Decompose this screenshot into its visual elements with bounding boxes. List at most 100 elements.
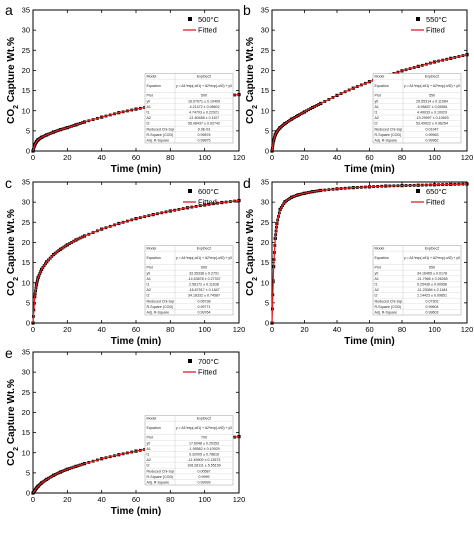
fit-table-key: A1 [375, 277, 379, 281]
fit-table-key: t2 [375, 294, 378, 298]
fit-table-value: 0.99963 [426, 133, 439, 137]
x-tick-label: 60 [365, 153, 373, 162]
fit-table-key: A2 [375, 288, 379, 292]
fit-table-key: Model [375, 247, 385, 251]
fit-table-value: 0.9999 [199, 475, 210, 479]
fit-table-value: -11.45909 ± 0.13573 [188, 458, 221, 462]
panel-letter: b [243, 2, 251, 18]
fit-table-key: A2 [147, 458, 151, 462]
fit-table-key: Reduced Chi-Sqr [147, 299, 175, 303]
y-tick-label: 5 [26, 468, 30, 477]
y-axis-title: CO2 Capture Wt.% [6, 379, 20, 466]
y-axis-title-sub: 2 [13, 277, 20, 281]
fit-table-key: t2 [147, 294, 150, 298]
x-tick-label: 60 [132, 495, 140, 504]
x-tick-label: 100 [428, 153, 441, 162]
fit-table-value: 0.99603 [426, 311, 439, 315]
y-tick-label: 10 [22, 278, 30, 287]
x-tick-label: 80 [398, 325, 406, 334]
fit-table-value: ExpDec2 [197, 247, 212, 251]
y-tick-label: 0 [265, 147, 269, 156]
fit-table-key: A2 [147, 116, 151, 120]
legend-marker [416, 189, 420, 193]
y-tick-label: 0 [26, 489, 30, 498]
x-tick-label: 0 [31, 325, 35, 334]
y-tick-label: 20 [22, 408, 30, 417]
y-axis-title-rest: Capture Wt.% [245, 37, 256, 105]
y-tick-label: 25 [261, 46, 269, 55]
y-axis-title-sub: 2 [13, 447, 20, 451]
x-tick-label: 40 [333, 325, 341, 334]
fit-table-value: -19.29997 ± 0.10693 [415, 116, 448, 120]
x-tick-label: 60 [365, 325, 373, 334]
fit-table-key: A2 [375, 116, 379, 120]
x-tick-label: 80 [166, 495, 174, 504]
fit-table-value: 34.16465 ± 0.0178 [417, 271, 447, 275]
fit-table-value: 9.32005 ± 0.78816 [189, 453, 219, 457]
x-tick-label: 20 [63, 153, 71, 162]
fit-table-key: R-Square (COD) [147, 475, 174, 479]
fit-table-key: Plot [147, 266, 153, 270]
y-axis-title: CO2 Capture Wt.% [245, 37, 259, 124]
fit-table-value: 0.99876 [198, 133, 211, 137]
fit-table-key: A1 [375, 105, 379, 109]
fit-table-value: y = A1*exp(-x/t1) + A2*exp(-x/t2) + y0 [176, 426, 232, 430]
x-tick-label: 80 [398, 153, 406, 162]
fit-table-value: 16.07071 ± 0.10409 [188, 99, 220, 103]
panel-letter: c [5, 175, 12, 191]
x-tick-label: 0 [31, 495, 35, 504]
y-tick-label: 20 [22, 238, 30, 247]
y-tick-label: 20 [261, 238, 269, 247]
x-tick-label: 60 [132, 153, 140, 162]
legend-label: 500°C [198, 15, 220, 24]
fit-table-value: 500 [201, 94, 207, 98]
x-tick-label: 0 [270, 153, 274, 162]
fit-table-value: 600 [201, 266, 207, 270]
y-tick-label: 35 [261, 6, 269, 15]
fit-table-key: Model [147, 417, 157, 421]
fit-table-key: R-Square (COD) [147, 133, 174, 137]
y-tick-label: 10 [22, 106, 30, 115]
fit-table: Model ExpDec2 Equation y = A1*exp(-x/t1) + … [144, 73, 234, 144]
fit-table-value: 17.6048 ± 0.20353 [189, 441, 219, 445]
fit-table-frame [144, 415, 234, 486]
y-tick-label: 35 [261, 178, 269, 187]
y-axis-title-main: CO [6, 281, 17, 296]
fit-table-value: -4.21472 ± 0.08602 [188, 105, 219, 109]
legend-marker [188, 189, 192, 193]
x-tick-label: 100 [198, 495, 211, 504]
y-tick-label: 25 [261, 218, 269, 227]
fit-table-value: 56.08437 ± 0.92742 [188, 122, 220, 126]
fit-table-key: A1 [147, 105, 151, 109]
fit-table-key: A1 [147, 447, 151, 451]
fit-table-key: Model [375, 75, 385, 79]
x-tick-label: 20 [300, 153, 308, 162]
y-axis-title-main: CO [245, 281, 256, 296]
fitted-line [271, 54, 468, 152]
y-axis-title-sub: 2 [252, 105, 259, 109]
y-tick-label: 35 [22, 6, 30, 15]
fit-table-key: Equation [147, 84, 161, 88]
y-tick-label: 15 [22, 86, 30, 95]
fit-table-key: t1 [147, 111, 150, 115]
y-tick-label: 25 [22, 218, 30, 227]
fit-table-value: ExpDec2 [425, 247, 440, 251]
y-tick-label: 30 [22, 198, 30, 207]
fit-table-value: 1.14423 ± 0.09851 [417, 294, 447, 298]
y-axis-title-rest: Capture Wt.% [6, 37, 17, 105]
fit-table-value: 550 [429, 94, 435, 98]
y-tick-label: 0 [26, 319, 30, 328]
fit-table-key: Equation [147, 256, 161, 260]
y-tick-label: 0 [265, 319, 269, 328]
y-tick-label: 20 [261, 66, 269, 75]
fit-table: Model ExpDec2 Equation y = A1*exp(-x/t1) + … [144, 245, 234, 316]
fit-table-frame [144, 73, 234, 144]
fit-table-key: Adj. R-Square [147, 481, 170, 485]
panel-letter: e [5, 345, 13, 361]
fit-table-key: Equation [375, 84, 389, 88]
y-tick-label: 0 [26, 147, 30, 156]
fit-table-value: ExpDec2 [425, 75, 440, 79]
x-tick-label: 100 [428, 325, 441, 334]
fit-table-frame [372, 245, 462, 316]
y-tick-label: 15 [261, 86, 269, 95]
